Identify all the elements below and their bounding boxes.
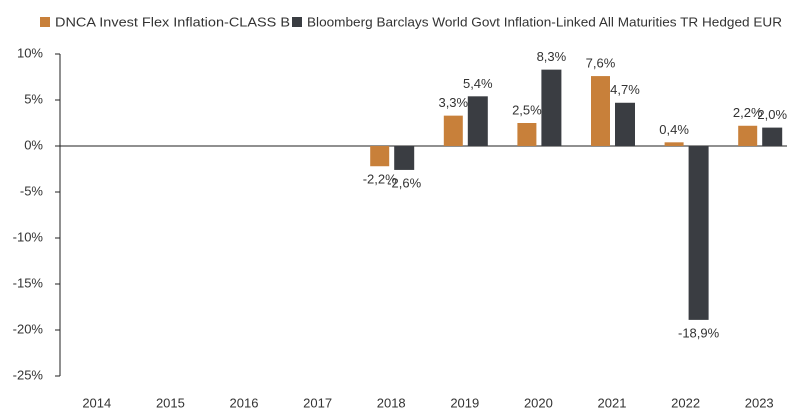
value-label: 4,7% xyxy=(610,82,640,97)
x-tick-label: 2015 xyxy=(156,395,185,410)
value-label: 0,4% xyxy=(659,122,689,137)
x-tick-label: 2018 xyxy=(377,395,406,410)
bar xyxy=(370,146,390,167)
bar xyxy=(615,102,635,146)
bar xyxy=(517,123,537,146)
value-label: -18,9% xyxy=(678,325,720,340)
value-label: 2,0% xyxy=(757,107,787,122)
bar xyxy=(738,125,758,146)
x-tick-label: 2016 xyxy=(230,395,259,410)
y-tick-label: 10% xyxy=(17,45,43,60)
bar xyxy=(688,146,709,320)
value-label: 7,6% xyxy=(586,56,616,71)
bar xyxy=(762,127,783,146)
value-label: -2,2% xyxy=(363,172,397,187)
value-label: 5,4% xyxy=(463,76,493,91)
value-label: 3,3% xyxy=(438,95,468,110)
value-label: 8,3% xyxy=(537,49,567,64)
y-tick-label: -5% xyxy=(20,183,44,198)
x-tick-label: 2017 xyxy=(303,395,332,410)
x-tick-label: 2014 xyxy=(82,395,111,410)
legend-swatch xyxy=(292,17,302,27)
bar xyxy=(394,146,415,170)
bar xyxy=(467,96,488,146)
y-tick-label: 0% xyxy=(24,137,43,152)
value-label: 2,2% xyxy=(733,105,763,120)
y-tick-label: 5% xyxy=(24,91,43,106)
y-tick-label: -25% xyxy=(13,367,44,382)
x-tick-label: 2020 xyxy=(524,395,553,410)
value-label: -2,6% xyxy=(387,175,421,190)
bar xyxy=(664,142,684,146)
y-tick-label: -20% xyxy=(13,321,44,336)
y-tick-label: -10% xyxy=(13,229,44,244)
x-tick-label: 2023 xyxy=(745,395,774,410)
x-tick-label: 2021 xyxy=(598,395,627,410)
legend-swatch xyxy=(40,17,50,27)
bar xyxy=(591,76,610,146)
x-tick-label: 2022 xyxy=(671,395,700,410)
legend-label: DNCA Invest Flex Inflation-CLASS B xyxy=(55,14,290,29)
x-tick-label: 2019 xyxy=(450,395,479,410)
y-tick-label: -15% xyxy=(13,275,44,290)
bar xyxy=(541,69,562,146)
legend-label: Bloomberg Barclays World Govt Inflation-… xyxy=(307,14,782,29)
value-label: 2,5% xyxy=(512,102,542,117)
bar xyxy=(443,115,463,146)
